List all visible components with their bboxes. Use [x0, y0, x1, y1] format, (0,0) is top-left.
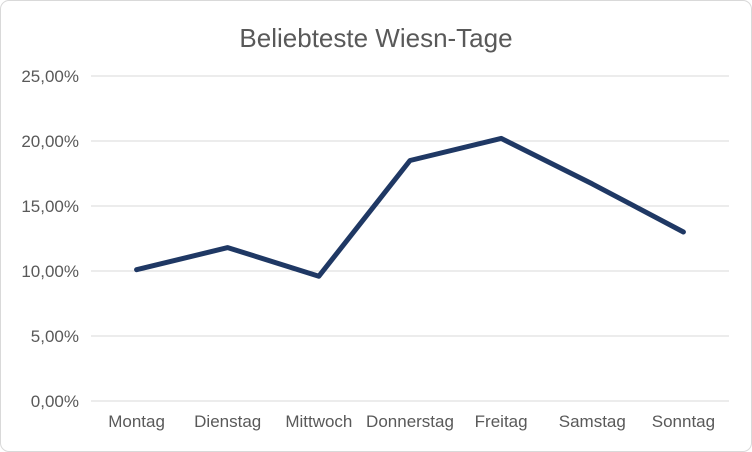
- y-axis-tick-label: 15,00%: [21, 197, 79, 216]
- y-axis-tick-label: 25,00%: [21, 67, 79, 86]
- y-axis-tick-label: 20,00%: [21, 132, 79, 151]
- x-axis-category-label: Samstag: [559, 412, 626, 431]
- x-axis-category-label: Dienstag: [194, 412, 261, 431]
- y-axis-tick-label: 10,00%: [21, 262, 79, 281]
- x-axis-category-label: Montag: [108, 412, 165, 431]
- series-line: [134, 135, 686, 279]
- chart-title: Beliebteste Wiesn-Tage: [239, 23, 513, 53]
- x-axis-category-label: Mittwoch: [285, 412, 352, 431]
- x-axis-category-label: Freitag: [475, 412, 528, 431]
- y-axis-tick-label: 5,00%: [31, 327, 79, 346]
- y-axis-tick-label: 0,00%: [31, 392, 79, 411]
- x-axis-category-label: Donnerstag: [366, 412, 454, 431]
- x-axis-category-label: Sonntag: [652, 412, 715, 431]
